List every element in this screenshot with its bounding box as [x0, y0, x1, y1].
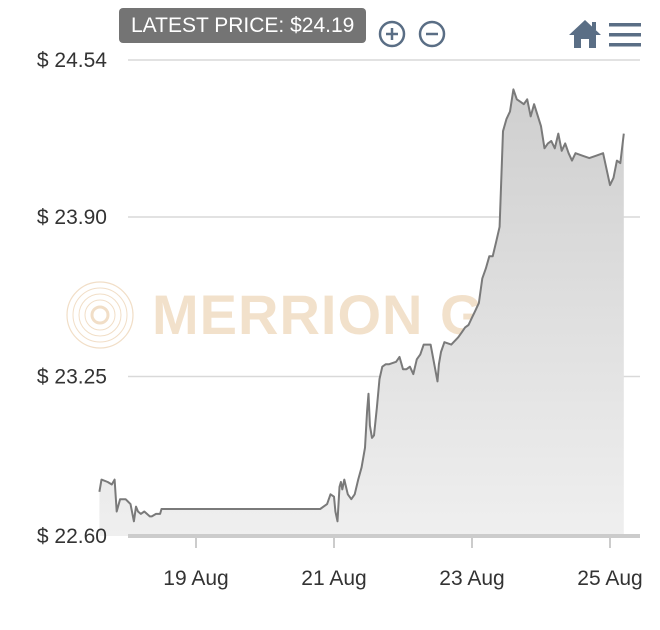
latest-price-badge: LATEST PRICE: $24.19: [119, 8, 367, 43]
axes: 19 Aug 21 Aug 23 Aug 25 Aug $ 22.60 $ 23.25 $ …: [37, 49, 643, 590]
x-tick-label: 21 Aug: [301, 567, 366, 590]
x-tick-label: 25 Aug: [577, 567, 642, 590]
price-line: [98, 88, 625, 523]
zoom-out-icon[interactable]: [418, 20, 446, 48]
menu-icon[interactable]: [609, 23, 641, 47]
y-tick-label: $ 23.25: [37, 366, 107, 389]
y-tick-label: $ 22.60: [37, 525, 107, 548]
price-area: [99, 89, 624, 537]
home-icon[interactable]: [568, 19, 602, 49]
x-tick-label: 19 Aug: [163, 567, 228, 590]
y-tick-label: $ 23.90: [37, 206, 107, 229]
zoom-in-icon[interactable]: [378, 20, 406, 48]
merrion-gold-logo: [66, 281, 134, 349]
y-tick-label: $ 24.54: [37, 49, 107, 72]
price-series: [98, 88, 625, 537]
x-tick-label: 23 Aug: [439, 567, 504, 590]
